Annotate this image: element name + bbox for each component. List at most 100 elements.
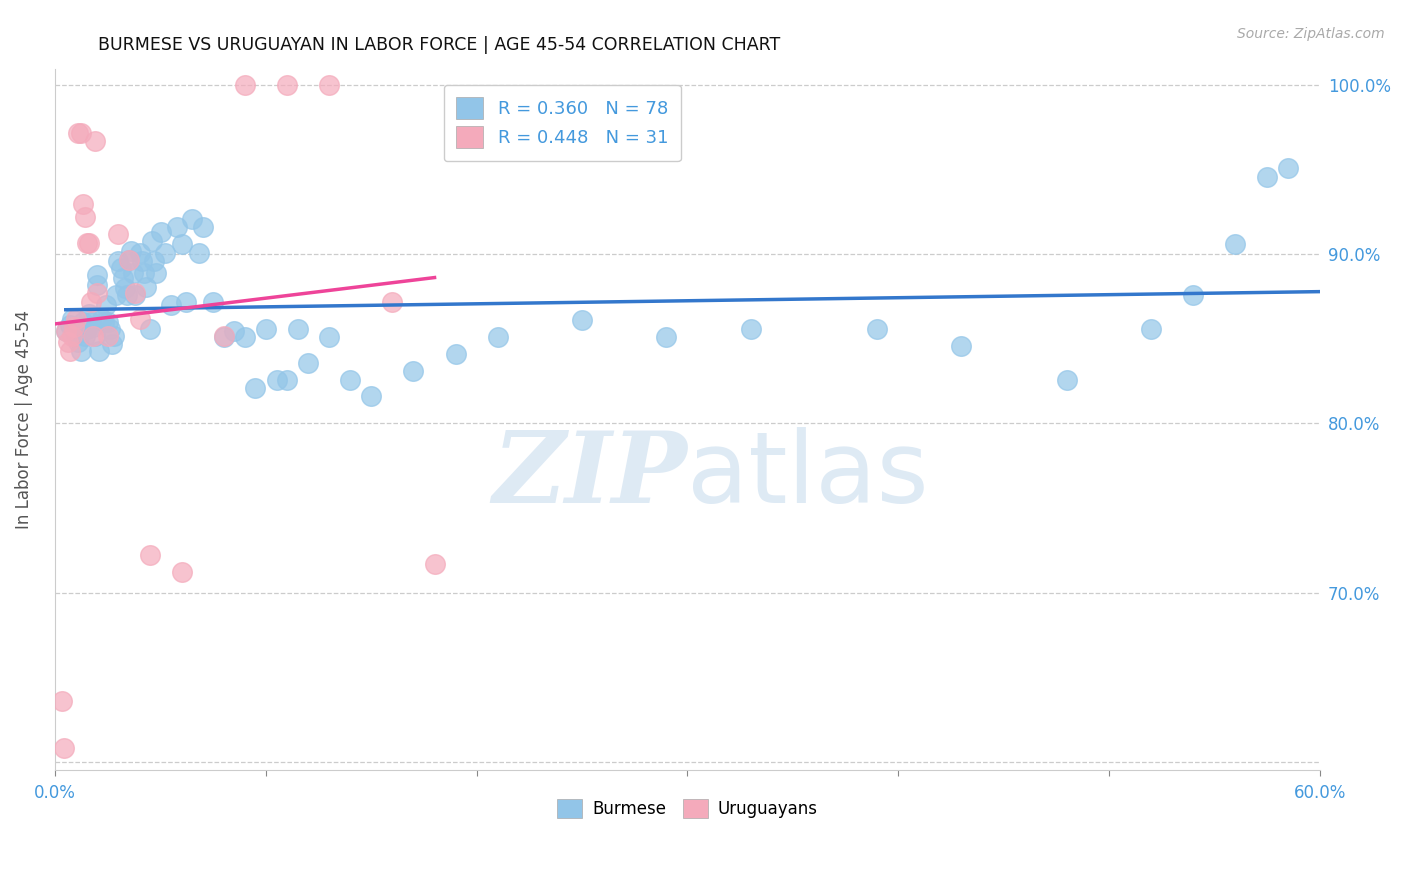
Point [122, 266, 145, 280]
Point [740, 322, 762, 336]
Point [97, 315, 120, 329]
Point [118, 252, 141, 267]
Point [170, 566, 193, 580]
Point [72, 315, 94, 329]
Point [76, 235, 98, 250]
Point [254, 322, 277, 336]
Point [93, 315, 115, 329]
Point [94, 298, 117, 312]
Point [67, 126, 90, 140]
Point [131, 254, 153, 268]
Point [181, 211, 204, 226]
Point [86, 277, 108, 292]
Point [233, 78, 256, 93]
Point [69, 343, 91, 358]
Point [486, 330, 509, 344]
Point [166, 220, 188, 235]
Point [60, 311, 83, 326]
Point [212, 330, 235, 344]
Point [318, 330, 340, 344]
Point [339, 372, 361, 386]
Point [105, 288, 128, 302]
Point [276, 372, 298, 386]
Point [59, 318, 82, 333]
Point [77, 307, 100, 321]
Point [141, 234, 163, 248]
Point [187, 245, 209, 260]
Text: BURMESE VS URUGUAYAN IN LABOR FORCE | AGE 45-54 CORRELATION CHART: BURMESE VS URUGUAYAN IN LABOR FORCE | AG… [98, 36, 780, 54]
Point [110, 260, 132, 275]
Point [233, 330, 256, 344]
Point [72, 196, 94, 211]
Point [73, 211, 96, 225]
Point [287, 322, 309, 336]
Point [128, 245, 150, 260]
Text: Source: ZipAtlas.com: Source: ZipAtlas.com [1237, 27, 1385, 41]
Point [866, 322, 889, 336]
Point [80, 315, 103, 329]
Point [51, 694, 73, 708]
Point [655, 330, 678, 344]
Point [160, 298, 183, 312]
Text: ZIP: ZIP [492, 427, 688, 524]
Point [135, 279, 157, 293]
Y-axis label: In Labor Force | Age 45-54: In Labor Force | Age 45-54 [15, 310, 32, 529]
Point [80, 294, 103, 309]
Point [245, 381, 267, 395]
Point [90, 311, 112, 326]
Point [381, 294, 404, 309]
Point [120, 244, 142, 258]
Point [402, 364, 425, 378]
Point [55, 324, 77, 338]
Point [950, 339, 973, 353]
Point [107, 254, 129, 268]
Point [97, 328, 120, 343]
Point [1256, 169, 1278, 184]
Point [67, 335, 90, 350]
Point [84, 134, 107, 148]
Point [86, 268, 108, 282]
Point [103, 328, 125, 343]
Point [360, 389, 382, 403]
Point [101, 337, 124, 351]
Point [571, 313, 593, 327]
Point [56, 335, 79, 350]
Point [60, 328, 83, 343]
Point [1277, 161, 1299, 176]
Point [65, 326, 87, 341]
Point [111, 271, 134, 285]
Point [59, 343, 82, 358]
Point [69, 126, 91, 140]
Point [63, 320, 86, 334]
Point [423, 557, 446, 571]
Point [145, 266, 167, 280]
Point [115, 288, 138, 302]
Legend: Burmese, Uruguayans: Burmese, Uruguayans [550, 793, 824, 825]
Point [107, 227, 129, 242]
Point [77, 235, 100, 250]
Point [318, 78, 340, 93]
Point [143, 254, 166, 268]
Point [174, 294, 197, 309]
Point [132, 266, 155, 280]
Point [84, 328, 107, 343]
Point [82, 320, 104, 334]
Point [139, 322, 162, 336]
Point [1140, 322, 1163, 336]
Point [124, 288, 146, 302]
Point [52, 741, 75, 756]
Point [73, 328, 96, 343]
Point [149, 226, 172, 240]
Point [55, 324, 77, 338]
Text: atlas: atlas [688, 427, 929, 524]
Point [65, 311, 87, 326]
Point [266, 372, 288, 386]
Point [63, 322, 86, 336]
Point [114, 281, 136, 295]
Point [76, 322, 98, 336]
Point [1225, 237, 1247, 252]
Point [224, 324, 246, 338]
Point [444, 347, 467, 361]
Point [128, 311, 150, 326]
Point [276, 78, 298, 93]
